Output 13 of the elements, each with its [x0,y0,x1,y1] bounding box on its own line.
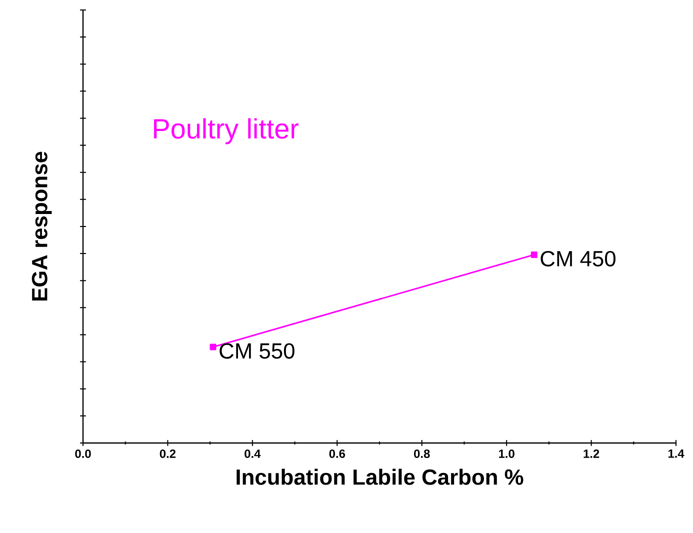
x-tick-label: 0.0 [75,449,91,458]
x-tick-label: 0.2 [160,449,176,458]
x-tick-label: 1.4 [668,450,684,458]
x-tick-label: 0.4 [244,449,261,458]
y-axis-title: EGA response [32,152,52,301]
x-axis-title: Incubation Labile Carbon % [236,468,524,485]
x-tick-label: 0.6 [329,449,346,458]
text: Poultry litter [154,118,299,144]
annotation: CM 450 [540,250,616,266]
annotation: CM 550 [220,343,294,359]
x-tick-label: 0.8 [414,449,430,458]
x-tick-label: 1.2 [584,449,600,458]
x-tick-label: 1.0 [499,449,514,458]
